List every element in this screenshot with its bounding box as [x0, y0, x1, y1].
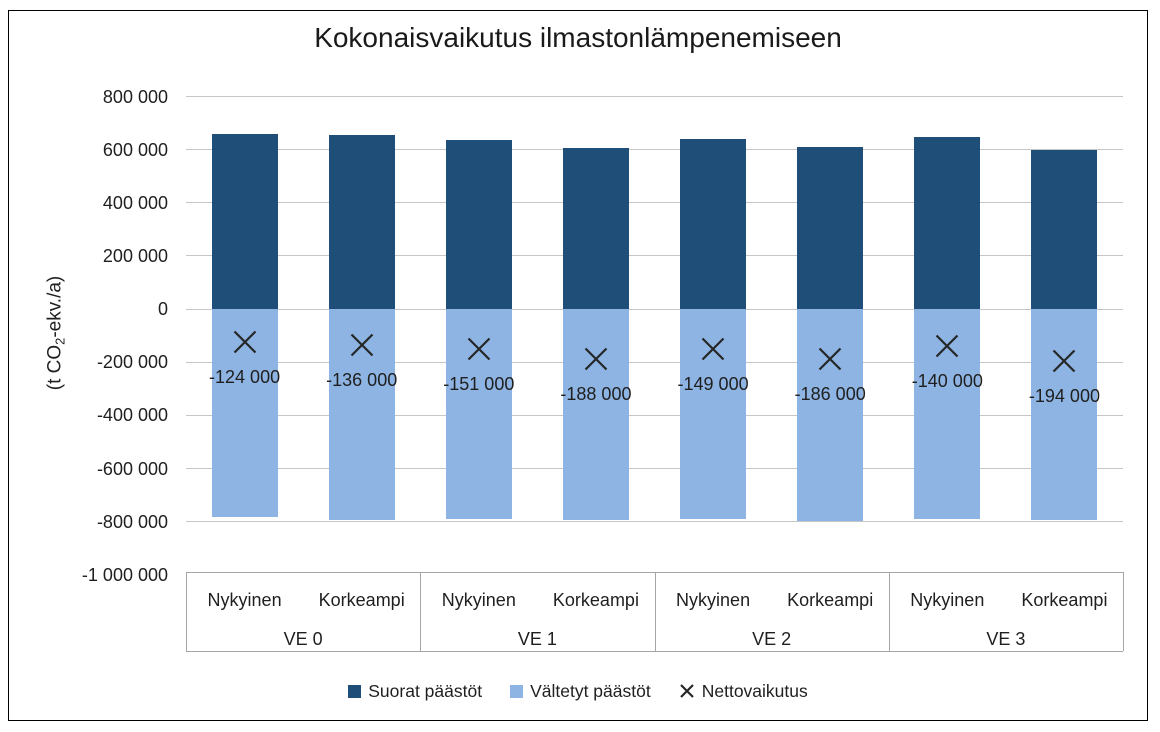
bar-valtetyt-paastot — [1031, 309, 1098, 521]
x-marker — [1050, 347, 1078, 375]
bar-suorat-paastot — [328, 134, 395, 310]
y-tick-label: 0 — [157, 299, 168, 320]
y-axis-title-sub: 2 — [52, 337, 68, 345]
y-tick-label: -800 000 — [96, 511, 168, 532]
subcategory-label: Nykyinen — [207, 590, 282, 610]
y-tick-label: -200 000 — [96, 352, 168, 373]
data-label: -194 000 — [1028, 385, 1100, 406]
data-label: -140 000 — [911, 371, 983, 392]
legend-item-nettovaikutus: Nettovaikutus — [679, 681, 808, 702]
data-label: -149 000 — [677, 373, 749, 394]
bar-valtetyt-paastot — [680, 309, 747, 519]
gridline — [186, 361, 1123, 363]
y-tick-label: -1 000 000 — [81, 564, 168, 585]
group-label: VE 0 — [283, 629, 323, 649]
y-tick-label: -600 000 — [96, 458, 168, 479]
x-marker — [348, 331, 376, 359]
y-tick-label: 200 000 — [102, 245, 168, 266]
group-label: VE 2 — [752, 629, 792, 649]
gridline — [186, 96, 1123, 97]
y-tick-label: 600 000 — [102, 139, 168, 160]
category-table-divider — [186, 572, 187, 651]
gridline — [186, 149, 1123, 151]
bar-suorat-paastot — [445, 139, 512, 310]
gridline — [186, 255, 1123, 257]
bar-suorat-paastot — [797, 146, 864, 310]
gridline — [186, 202, 1123, 204]
x-marker — [933, 332, 961, 360]
subcategory-label: Korkeampi — [318, 590, 405, 610]
legend-swatch-valtetyt-icon — [510, 684, 524, 698]
y-tick-label: 400 000 — [102, 192, 168, 213]
bar-suorat-paastot — [211, 133, 278, 310]
bar-suorat-paastot — [562, 147, 629, 310]
legend-label-netto: Nettovaikutus — [701, 680, 808, 701]
category-table-divider — [654, 572, 656, 651]
group-label: VE 3 — [986, 629, 1026, 649]
legend-swatch-suorat-icon — [348, 684, 362, 698]
x-marker — [699, 335, 727, 363]
bar-valtetyt-paastot — [211, 309, 278, 518]
gridline — [186, 521, 1123, 523]
category-table-bottom-border — [186, 651, 1123, 652]
data-label: -186 000 — [794, 383, 866, 404]
subcategory-label: Korkeampi — [552, 590, 639, 610]
group-label: VE 1 — [517, 629, 557, 649]
chart-title: Kokonaisvaikutus ilmastonlämpenemiseen — [314, 22, 842, 53]
subcategory-label: Nykyinen — [676, 590, 751, 610]
subcategory-label: Korkeampi — [787, 590, 874, 610]
y-tick-label: 800 000 — [102, 86, 168, 107]
gridline — [186, 308, 1123, 310]
bar-suorat-paastot — [680, 139, 747, 310]
legend-label-suorat: Suorat päästöt — [368, 680, 483, 701]
bar-suorat-paastot — [1031, 149, 1098, 310]
bar-valtetyt-paastot — [562, 309, 629, 521]
legend: Suorat päästöt Vältetyt päästöt Nettovai… — [8, 674, 1148, 708]
legend-label-valtetyt: Vältetyt päästöt — [530, 680, 651, 701]
data-label: -188 000 — [560, 384, 632, 405]
gridline — [186, 468, 1123, 470]
gridline — [186, 414, 1123, 416]
legend-item-suorat-paastot: Suorat päästöt — [348, 681, 482, 702]
x-marker — [465, 335, 493, 363]
category-table-divider — [888, 572, 890, 651]
data-label: -151 000 — [443, 374, 515, 395]
subcategory-label: Nykyinen — [910, 590, 985, 610]
bar-valtetyt-paastot — [445, 309, 512, 519]
legend-item-valtetyt-paastot: Vältetyt päästöt — [510, 681, 651, 702]
category-table-divider — [1123, 572, 1124, 651]
data-label: -136 000 — [326, 370, 398, 391]
x-marker — [231, 328, 259, 356]
y-tick-label: -400 000 — [96, 405, 168, 426]
subcategory-label: Nykyinen — [441, 590, 516, 610]
data-label: -124 000 — [209, 367, 281, 388]
bar-suorat-paastot — [914, 136, 981, 310]
x-marker-icon — [679, 684, 694, 698]
x-marker — [816, 345, 844, 373]
bar-valtetyt-paastot — [914, 309, 981, 519]
bar-valtetyt-paastot — [797, 309, 864, 521]
x-marker — [582, 345, 610, 373]
category-table-divider — [420, 572, 422, 651]
subcategory-label: Korkeampi — [1021, 590, 1108, 610]
